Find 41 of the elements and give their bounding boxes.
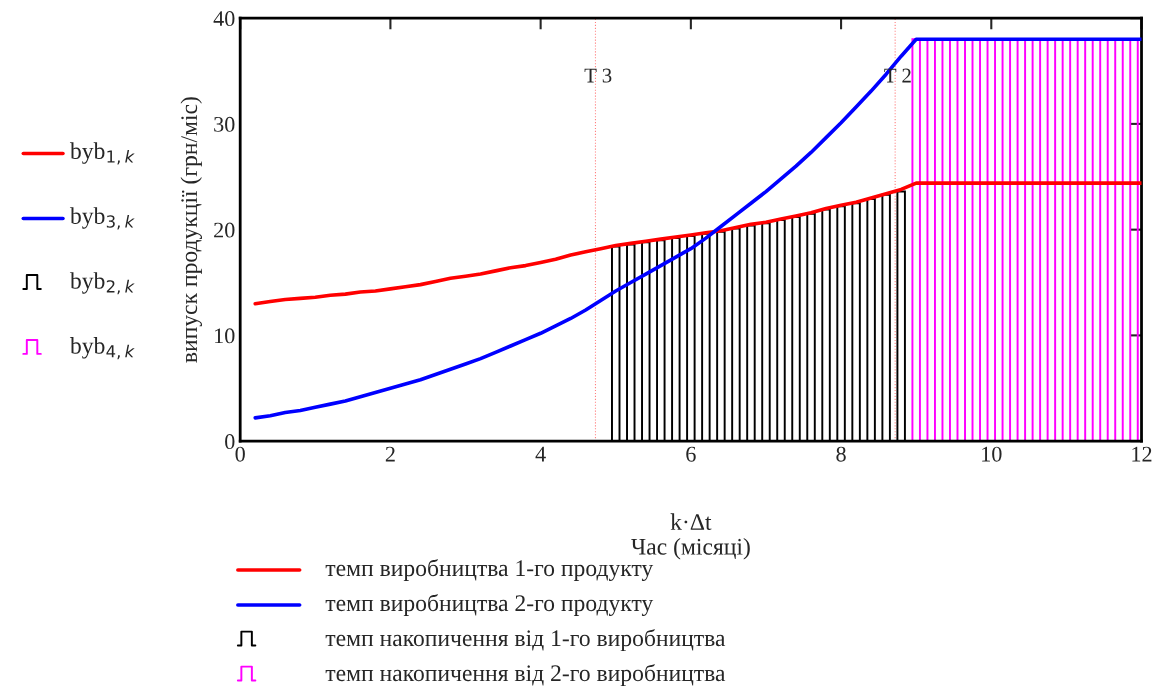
text: темп накопичення від 1-го виробництва xyxy=(325,629,726,651)
legend-label: byb$_{2,k}$ xyxy=(69,272,135,295)
x-tick-label: 0 xyxy=(235,446,245,462)
ref-line-label: T 3 xyxy=(584,68,612,83)
x-tick-label: 2 xyxy=(385,446,395,462)
text: темп виробництва 2-го продукту xyxy=(325,594,654,616)
x-tick-label: 12 xyxy=(1132,446,1152,462)
line-series xyxy=(253,181,1142,306)
x-tick-label: 8 xyxy=(836,446,846,462)
bar xyxy=(1121,38,1132,442)
y-tick-label: 0 xyxy=(225,434,235,450)
y-tick-label: 20 xyxy=(214,222,235,238)
bar xyxy=(1001,38,1012,442)
x-axis-title: k·Δt Час (місяці) xyxy=(631,513,750,560)
bar xyxy=(1046,38,1057,442)
bar xyxy=(1016,38,1027,442)
line-series xyxy=(253,37,1142,420)
bar xyxy=(956,38,966,442)
text: темп виробництва 1-го продукту xyxy=(325,559,654,581)
legend-label: byb$_{4,k}$ xyxy=(69,337,135,360)
x-tick-label: 6 xyxy=(686,446,696,462)
bar xyxy=(1076,38,1087,442)
bar xyxy=(926,38,936,442)
bar xyxy=(941,38,951,442)
legend-label: byb$_{3,k}$ xyxy=(69,207,135,230)
bar xyxy=(1061,38,1072,442)
bar xyxy=(1106,38,1117,442)
text: темп накопичення від 2-го виробництва xyxy=(325,664,726,686)
bar xyxy=(986,38,997,442)
y-tick-label: 40 xyxy=(213,11,235,27)
x-tick-label: 10 xyxy=(982,446,1002,462)
bar xyxy=(911,38,921,442)
legend-label: byb$_{1,k}$ xyxy=(69,142,135,165)
x-tick-label: 4 xyxy=(535,446,546,462)
bar xyxy=(1091,38,1102,442)
y-axis-title: випуск продукції (грн/міс) xyxy=(180,97,202,363)
bar xyxy=(971,38,981,442)
y-tick-label: 10 xyxy=(215,328,235,344)
bar xyxy=(1031,38,1042,442)
y-tick-label: 30 xyxy=(214,116,235,132)
ref-line-label: T 2 xyxy=(884,68,911,83)
